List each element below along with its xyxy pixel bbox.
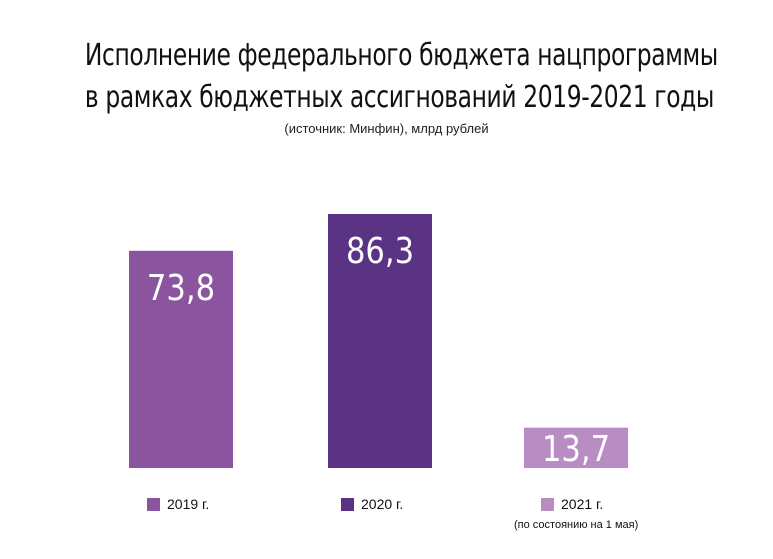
legend-note: (по состоянию на 1 мая): [514, 519, 639, 531]
legend-swatch-2020: [341, 497, 354, 511]
legend-item-2020: 2020 г.: [341, 496, 403, 512]
legend-label-2020: 2020 г.: [361, 496, 404, 512]
legend-item-2021: 2021 г.: [541, 496, 603, 512]
bar-2019: [129, 250, 233, 468]
legend-swatch-2019: [147, 497, 160, 511]
chart-subtitle: (источник: Минфин), млрд рублей: [284, 121, 489, 136]
legend-swatch-2021: [541, 497, 554, 511]
bar-2021: [524, 427, 628, 468]
legend-item-2019: 2019 г.: [147, 496, 209, 512]
bar-value-label-2019: 73,8: [147, 266, 215, 308]
bar-value-label-2021: 13,7: [542, 428, 610, 470]
legend-label-2021: 2021 г.: [561, 496, 604, 512]
bar-value-label-2020: 86,3: [346, 230, 414, 272]
chart-title-line-2: в рамках бюджетных ассигнований 2019-202…: [84, 80, 715, 115]
bar-2020: [328, 214, 432, 468]
legend-label-2019: 2019 г.: [167, 496, 210, 512]
chart-title-line-1: Исполнение федерального бюджета нацпрогр…: [84, 38, 718, 73]
